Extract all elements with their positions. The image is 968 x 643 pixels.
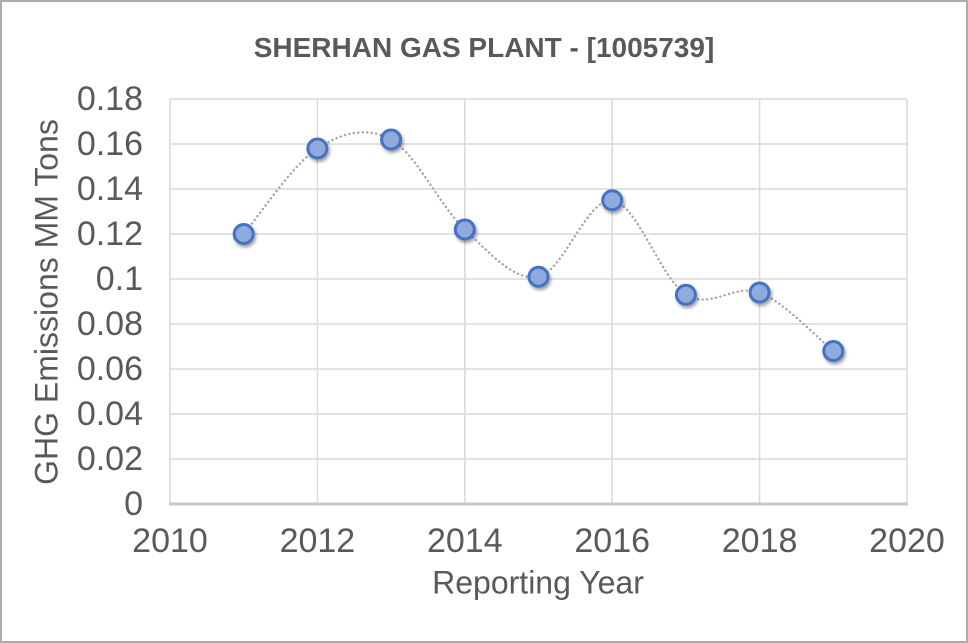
data-point-marker	[232, 223, 255, 245]
y-tick-label: 0.04	[77, 395, 143, 433]
y-tick-label: 0.18	[77, 80, 143, 118]
y-tick-label: 0.02	[77, 440, 143, 478]
y-tick-label: 0.08	[77, 305, 143, 343]
x-tick-label: 2012	[280, 522, 356, 560]
y-tick-label: 0.16	[77, 125, 143, 163]
x-tick-label: 2010	[132, 522, 208, 560]
y-axis-title: GHG Emissions MM Tons	[28, 119, 65, 485]
x-tick-label: 2020	[869, 522, 945, 560]
y-tick-label: 0.12	[77, 215, 143, 253]
y-tick-label: 0.06	[77, 350, 143, 388]
chart-title: SHERHAN GAS PLANT - [1005739]	[253, 32, 715, 63]
data-point-marker	[453, 218, 476, 241]
y-tick-label: 0.14	[77, 170, 143, 208]
data-point-marker	[527, 265, 550, 288]
data-point-marker	[601, 189, 624, 212]
x-tick-label: 2016	[574, 522, 650, 560]
data-point-marker	[380, 128, 403, 151]
x-tick-label: 2018	[722, 522, 798, 560]
data-point-marker	[674, 283, 697, 306]
data-point-marker	[748, 281, 771, 304]
x-axis-title: Reporting Year	[432, 564, 644, 601]
y-tick-label: 0	[124, 485, 143, 523]
series-connector-line	[242, 131, 835, 353]
data-point-marker	[306, 137, 329, 160]
x-tick-label: 2014	[427, 522, 503, 560]
data-point-marker	[822, 340, 845, 362]
y-tick-label: 0.1	[96, 260, 143, 298]
